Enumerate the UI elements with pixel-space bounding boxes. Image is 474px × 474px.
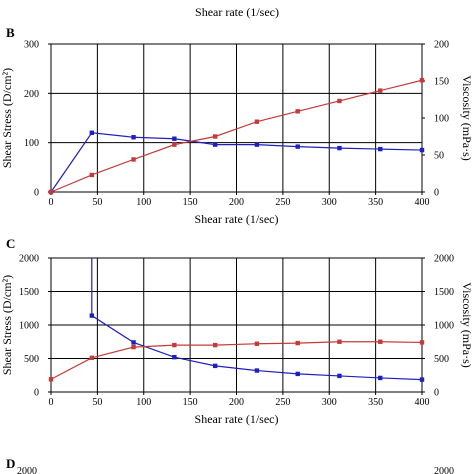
series-point	[419, 78, 425, 83]
y-right-tick-label: 1500	[434, 287, 454, 298]
x-tick-label: 200	[229, 197, 244, 208]
x-tick-label: 300	[322, 397, 337, 408]
series-point	[212, 342, 218, 348]
x-tick-label: 150	[183, 397, 198, 408]
series-point	[337, 98, 342, 104]
series-point	[295, 371, 300, 377]
y-right-tick-label: 0	[434, 388, 439, 399]
y-left-tick-label: 2000	[19, 254, 39, 265]
y-left-tick-label: 500	[24, 354, 39, 365]
series-point	[337, 373, 342, 379]
series-line	[50, 132, 423, 193]
series-point	[89, 313, 95, 318]
y-right-tick-label: 2000	[434, 254, 454, 265]
series-point	[419, 377, 425, 382]
x-axis-label: Shear rate (1/sec)	[195, 212, 279, 226]
y-left-tick-label: 100	[24, 138, 39, 149]
panel-label: D	[6, 456, 15, 471]
x-tick-label: 350	[368, 197, 383, 208]
series-point	[48, 189, 54, 195]
series-point	[48, 377, 54, 382]
y-right-tick-label: 0	[434, 188, 439, 199]
series-point	[212, 134, 218, 139]
x-tick-label: 100	[136, 397, 151, 408]
y-right-axis-label: Viscosity (mPa·s)	[460, 75, 474, 161]
series-line	[50, 79, 423, 193]
series-point	[89, 130, 95, 135]
x-tick-label: 50	[92, 197, 102, 208]
series-point	[212, 142, 218, 147]
x-tick-label: 400	[415, 397, 430, 408]
series-point	[378, 146, 383, 152]
series-point	[337, 339, 342, 344]
series-point	[89, 355, 95, 361]
series-point	[254, 142, 260, 147]
series-point	[172, 342, 177, 348]
series-point	[172, 142, 177, 147]
x-tick-label: 150	[183, 197, 198, 208]
series-point	[419, 147, 425, 153]
y-left-axis-label: Shear Stress (D/cm²)	[0, 275, 14, 375]
y-left-tick-label: 1000	[19, 321, 39, 332]
x-tick-label: 350	[368, 397, 383, 408]
series-point	[337, 145, 342, 151]
series-point	[254, 119, 260, 124]
series-point	[131, 157, 136, 162]
x-tick-label: 400	[415, 197, 430, 208]
series-point	[419, 340, 425, 345]
x-tick-label: 300	[322, 197, 337, 208]
y-right-tick-label: 500	[434, 354, 449, 365]
x-tick-label: 200	[229, 397, 244, 408]
panel-label: B	[6, 25, 15, 40]
series-line	[50, 341, 423, 380]
x-axis-label: Shear rate (1/sec)	[195, 412, 279, 426]
y-right-tick-label: 100	[434, 114, 449, 125]
series-line	[91, 258, 423, 381]
series-point	[295, 340, 300, 346]
x-tick-label: 50	[92, 397, 102, 408]
y-left-tick-label: 0	[34, 388, 39, 399]
y-right-axis-label: Viscosity (mPa·s)	[460, 282, 474, 368]
series-point	[254, 368, 260, 373]
series-point	[172, 354, 177, 360]
y-right-tick-label: 150	[434, 77, 449, 88]
series-point	[378, 339, 383, 344]
y-left-tick-label: 200	[24, 89, 39, 100]
y-right-tick-label: 50	[434, 151, 444, 162]
y-left-tick-label: 0	[34, 188, 39, 199]
series-point	[172, 136, 177, 141]
y-right-tick-label: 200	[434, 40, 449, 51]
x-tick-label: 250	[275, 397, 290, 408]
series-point	[212, 363, 218, 369]
y-right-tick-label: 1000	[434, 321, 454, 332]
series-point	[89, 172, 95, 178]
series-point	[378, 375, 383, 381]
x-tick-label: 0	[49, 197, 54, 208]
y-left-tick-label: 2000	[17, 466, 37, 474]
x-tick-label: 250	[275, 197, 290, 208]
panel-d-fragment: D 2000 2000	[6, 456, 454, 474]
top-x-axis-label: Shear rate (1/sec)	[195, 5, 279, 19]
series-point	[131, 340, 136, 345]
x-tick-label: 0	[49, 397, 54, 408]
panel-label: C	[6, 236, 15, 251]
series-point	[378, 88, 383, 93]
y-left-axis-label: Shear Stress (D/cm²)	[0, 68, 14, 168]
y-right-tick-label: 2000	[434, 466, 454, 474]
panel-b: B 0 50 100 150 200 250 300 350 400 0 100 200 300 0 50 10…	[0, 25, 474, 226]
y-left-tick-label: 300	[24, 40, 39, 51]
x-tick-label: 100	[136, 197, 151, 208]
series-point	[295, 144, 300, 149]
series-point	[254, 341, 260, 346]
series-point	[295, 109, 300, 114]
y-left-tick-label: 1500	[19, 287, 39, 298]
series-point	[131, 344, 136, 350]
panel-c: C 0 50 100 150 200 250 300 350 400 0 500 1000 1500 200…	[0, 236, 474, 426]
series-point	[131, 135, 136, 140]
